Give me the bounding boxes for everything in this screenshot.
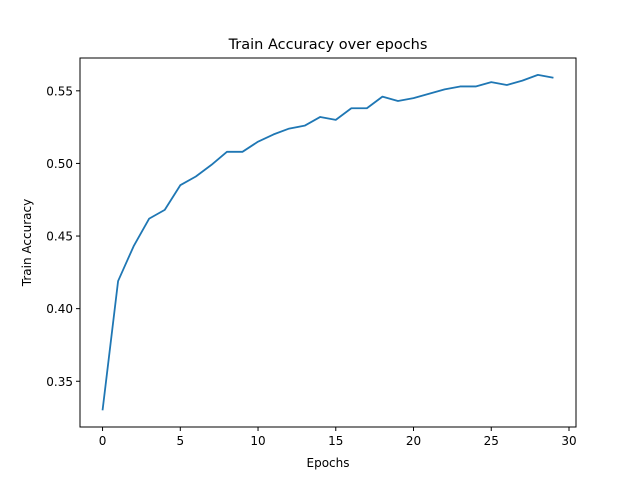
x-tick-label: 30 [561,434,576,448]
y-tick-label: 0.40 [46,302,73,316]
x-tick-label: 15 [328,434,343,448]
x-tick-label: 20 [406,434,421,448]
x-tick-label: 5 [176,434,184,448]
plot-area-frame [79,57,577,428]
y-tick-label: 0.45 [46,230,73,244]
x-tick-label: 10 [250,434,265,448]
x-axis-ticks: 0 5 10 15 20 25 30 [99,427,577,448]
y-tick-label: 0.50 [46,157,73,171]
x-tick-label: 0 [99,434,107,448]
y-tick-label: 0.35 [46,375,73,389]
series-line [101,73,554,411]
y-axis-ticks: 0.35 0.40 0.45 0.50 0.55 [46,84,80,389]
y-axis-label: Train Accuracy [20,199,34,287]
y-tick-label: 0.55 [46,84,73,98]
x-tick-label: 25 [484,434,499,448]
x-axis-label: Epochs [307,456,350,470]
chart-title: Train Accuracy over epochs [228,37,428,53]
